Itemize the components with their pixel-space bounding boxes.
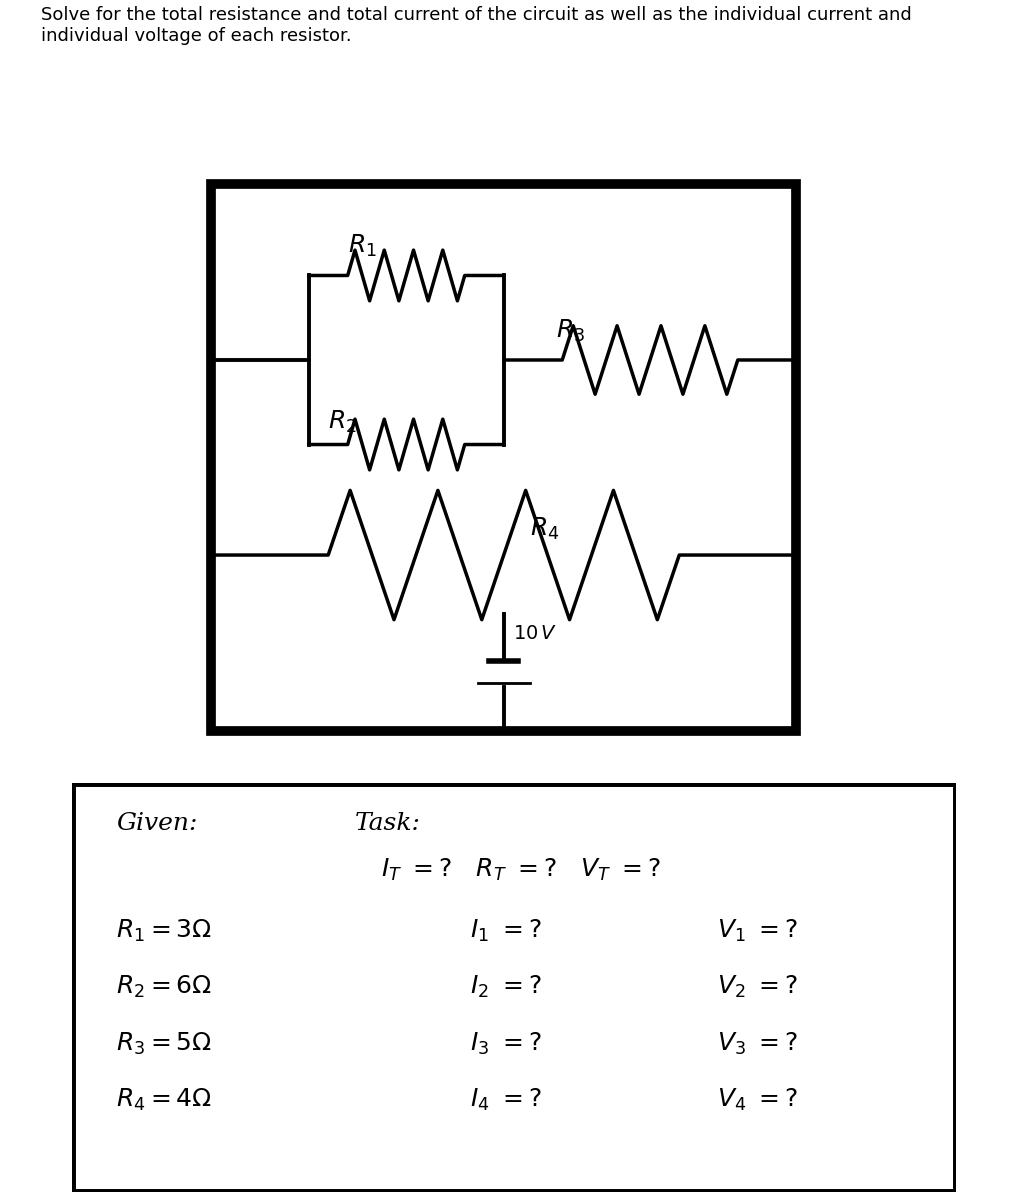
Text: $V_2\ =?$: $V_2\ =?$ bbox=[718, 974, 799, 1001]
Text: Given:: Given: bbox=[116, 811, 197, 836]
Text: $R_2$: $R_2$ bbox=[328, 408, 357, 435]
Text: $R_2 = 6\Omega$: $R_2 = 6\Omega$ bbox=[116, 974, 212, 1001]
Text: $R_1 = 3\Omega$: $R_1 = 3\Omega$ bbox=[116, 917, 212, 944]
Text: $R_4$: $R_4$ bbox=[529, 515, 559, 542]
Text: $I_4\ =?$: $I_4\ =?$ bbox=[470, 1087, 542, 1112]
Text: $R_3$: $R_3$ bbox=[556, 318, 585, 344]
Text: $R_4 = 4\Omega$: $R_4 = 4\Omega$ bbox=[116, 1087, 212, 1112]
Text: $I_3\ =?$: $I_3\ =?$ bbox=[470, 1031, 542, 1057]
Text: Task:: Task: bbox=[355, 811, 420, 836]
Text: $V_4\ =?$: $V_4\ =?$ bbox=[718, 1087, 799, 1112]
Text: $R_3 = 5\Omega$: $R_3 = 5\Omega$ bbox=[116, 1031, 212, 1057]
Text: Solve for the total resistance and total current of the circuit as well as the i: Solve for the total resistance and total… bbox=[41, 6, 912, 45]
Text: $I_2\ =?$: $I_2\ =?$ bbox=[470, 974, 542, 1001]
Bar bbox=[211, 184, 797, 731]
Text: $R_1$: $R_1$ bbox=[347, 234, 376, 259]
Text: $I_1\ =?$: $I_1\ =?$ bbox=[470, 917, 542, 944]
Text: $V_1\ =?$: $V_1\ =?$ bbox=[718, 917, 799, 944]
Text: $I_T\ =?$   $R_T\ =?$   $V_T\ =?$: $I_T\ =?$ $R_T\ =?$ $V_T\ =?$ bbox=[381, 856, 662, 883]
Text: $10\,V$: $10\,V$ bbox=[513, 624, 558, 643]
Text: $V_3\ =?$: $V_3\ =?$ bbox=[718, 1031, 799, 1057]
